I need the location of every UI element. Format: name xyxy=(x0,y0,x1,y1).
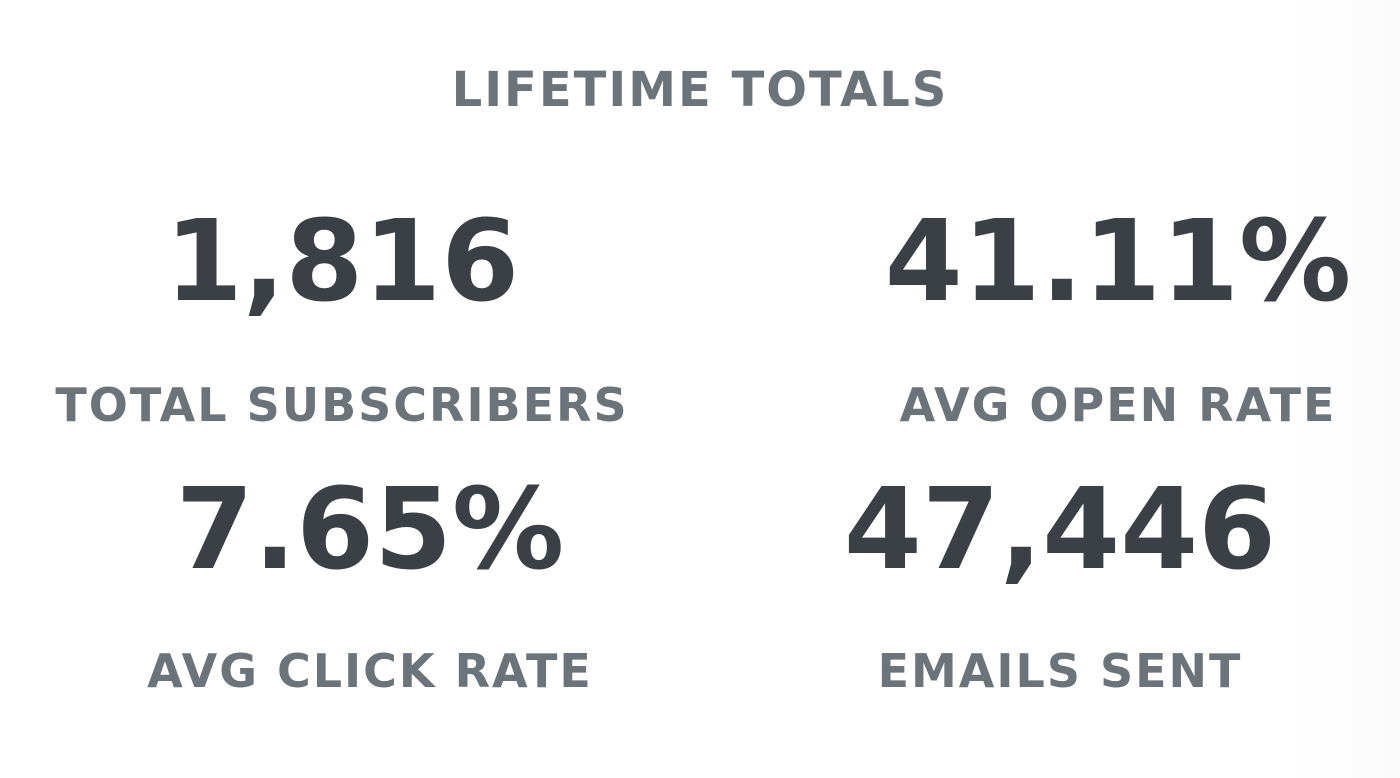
stat-value: 47,446 xyxy=(843,465,1277,595)
stat-total-subscribers: 1,816 TOTAL SUBSCRIBERS xyxy=(22,202,662,432)
stat-value: 7.65% xyxy=(175,465,565,595)
stat-avg-click-rate: 7.65% AVG CLICK RATE xyxy=(50,470,690,698)
stat-avg-open-rate: 41.11% AVG OPEN RATE xyxy=(798,202,1400,432)
panel-title: LIFETIME TOTALS xyxy=(451,62,949,118)
stat-label: TOTAL SUBSCRIBERS xyxy=(55,378,629,432)
stat-label: EMAILS SENT xyxy=(877,644,1243,698)
stat-emails-sent: 47,446 EMAILS SENT xyxy=(740,470,1380,698)
stat-value: 41.11% xyxy=(884,197,1352,327)
stat-label: AVG CLICK RATE xyxy=(147,644,593,698)
stat-label: AVG OPEN RATE xyxy=(899,378,1337,432)
stat-value: 1,816 xyxy=(164,197,520,327)
